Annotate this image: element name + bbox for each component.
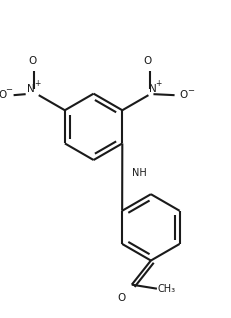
Text: −: − [186, 86, 193, 95]
Text: NH: NH [132, 168, 146, 178]
Text: +: + [33, 79, 40, 88]
Text: O: O [0, 90, 7, 100]
Text: O: O [143, 56, 151, 66]
Text: N: N [149, 84, 157, 94]
Text: −: − [6, 85, 12, 93]
Text: O: O [28, 56, 37, 66]
Text: O: O [117, 293, 125, 303]
Text: CH₃: CH₃ [157, 284, 175, 294]
Text: O: O [179, 90, 187, 100]
Text: +: + [155, 79, 161, 88]
Text: N: N [27, 84, 34, 94]
